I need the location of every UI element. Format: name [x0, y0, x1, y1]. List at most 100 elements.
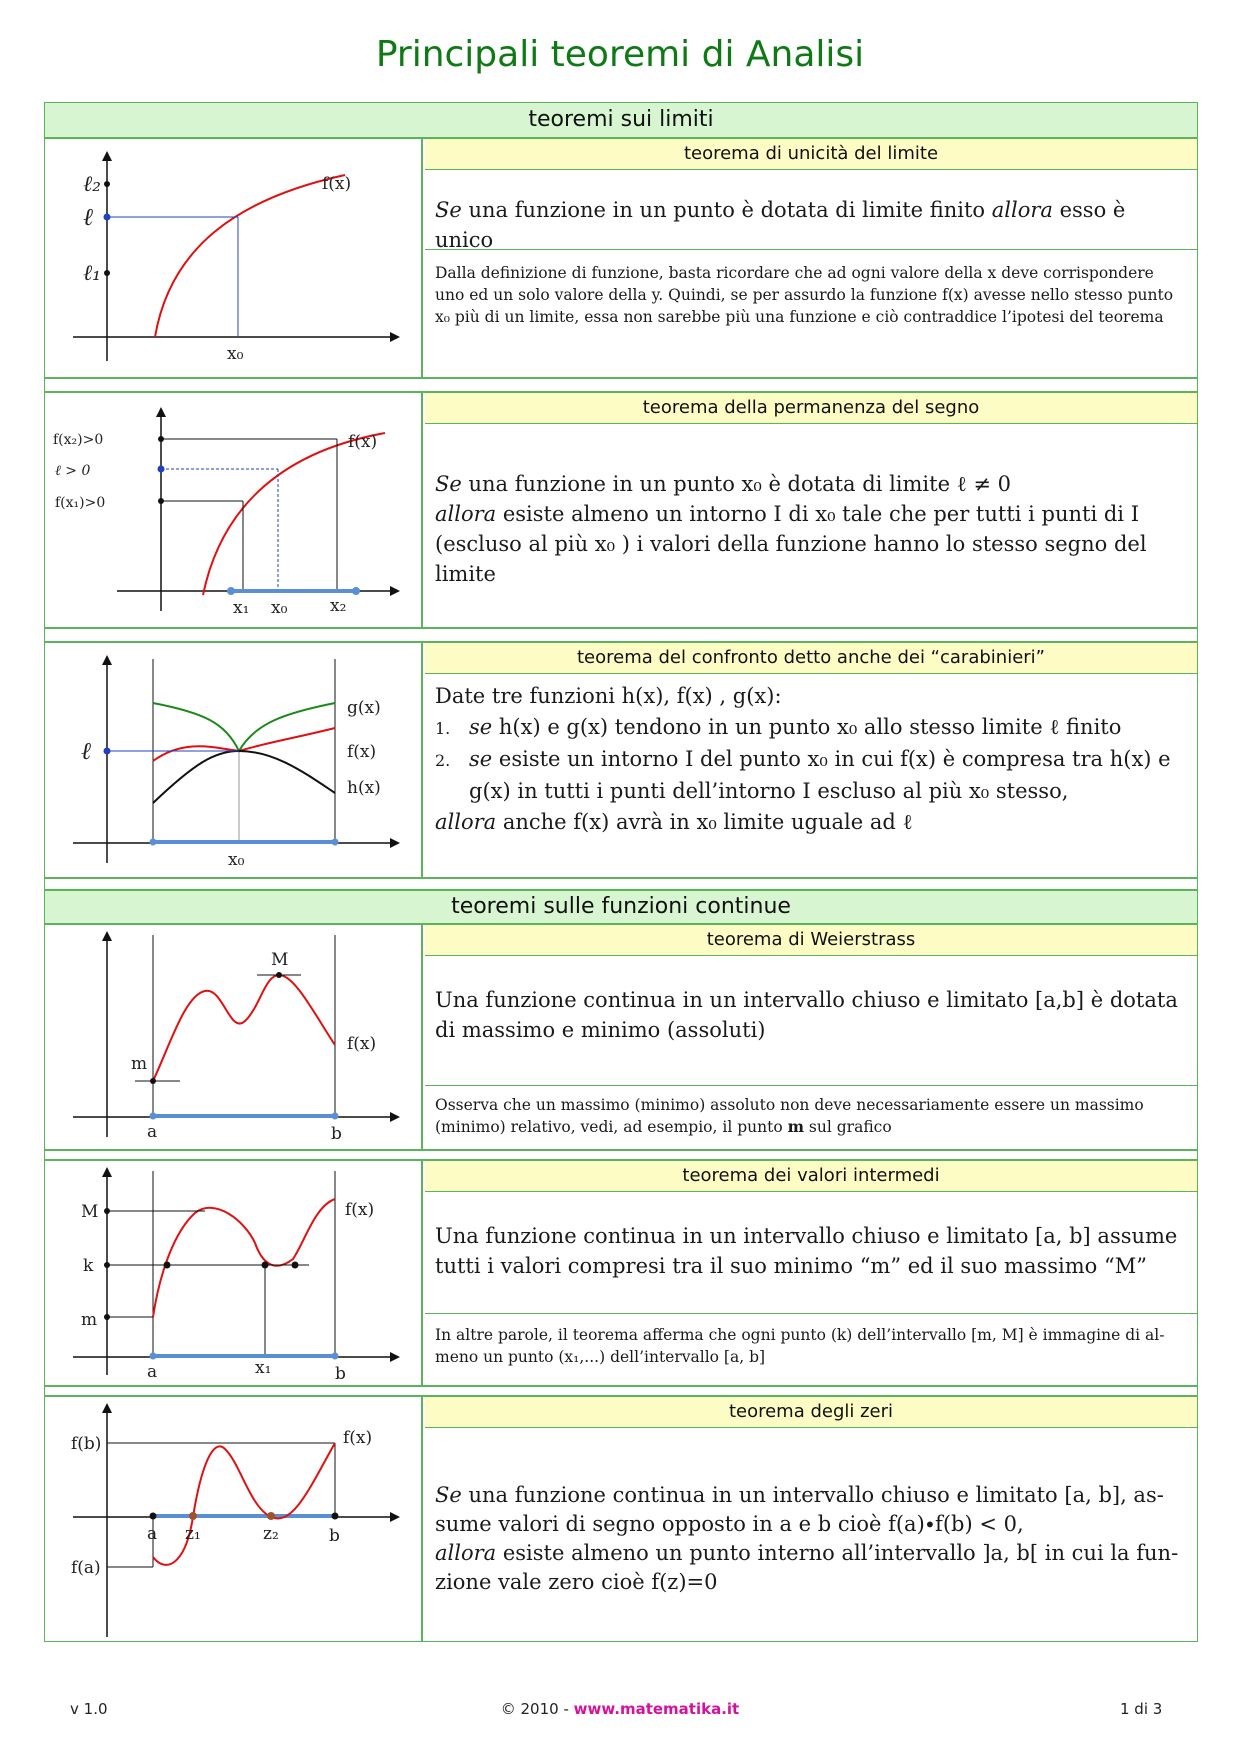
label-fx: f(x) — [348, 432, 377, 452]
stmt-text: una funzione continua in un intervallo c… — [461, 1483, 1164, 1507]
label-a: a — [147, 1524, 157, 1544]
stmt-se: se — [469, 747, 493, 771]
graph-weierstrass-svg: M m f(x) a b — [73, 931, 400, 1144]
theorem-intermedi-note: In altre parole, il teorema afferma che … — [425, 1313, 1197, 1385]
label-a: a — [147, 1362, 157, 1382]
copyright-text: © 2010 - — [500, 1700, 574, 1718]
theorem-zeri: f(b) f(a) f(x) a z₁ z₂ b teorema degli z… — [44, 1396, 1198, 1642]
theorem-permanenza-statement: Se una funzione in un punto x₀ è dotata … — [435, 469, 1189, 589]
stmt-text: sume valori di segno opposto in a e b ci… — [435, 1512, 1024, 1536]
stmt-allora: allora — [991, 198, 1053, 222]
theorem-unicita: ℓ₂ ℓ ℓ₁ f(x) x₀ teorema di unicità del l… — [44, 138, 1198, 378]
label-a: a — [147, 1122, 157, 1142]
note-line: In altre parole, il teorema afferma che … — [435, 1326, 1165, 1344]
section-continuous: teoremi sulle funzioni continue — [44, 890, 1198, 924]
theorem-confronto-title: teorema del confronto detto anche dei “c… — [425, 643, 1197, 674]
note-line: meno un punto (x₁,...) dell’intervallo [… — [435, 1348, 766, 1366]
section-limits: teoremi sui limiti — [44, 102, 1198, 138]
theorem-intermedi-statement: Una funzione continua in un intervallo c… — [435, 1221, 1189, 1281]
label-b: b — [331, 1124, 342, 1144]
graph-zeri-svg: f(b) f(a) f(x) a z₁ z₂ b — [71, 1403, 400, 1637]
label-fa: f(a) — [71, 1558, 101, 1578]
row-separator — [44, 1386, 1198, 1396]
label-fx: f(x) — [322, 174, 351, 194]
label-fx2: f(x₂)>0 — [53, 432, 103, 448]
label-l1: ℓ₁ — [83, 261, 101, 286]
label-m: m — [81, 1310, 97, 1330]
stmt-se: Se — [435, 198, 462, 222]
graph-unicita: ℓ₂ ℓ ℓ₁ f(x) x₀ — [45, 139, 423, 377]
label-fx: f(x) — [347, 1034, 376, 1054]
label-M: M — [271, 950, 288, 970]
label-l: ℓ — [83, 203, 93, 231]
label-fx: f(x) — [345, 1200, 374, 1220]
row-separator — [44, 1150, 1198, 1160]
stmt-allora: allora — [435, 810, 497, 834]
footer-page-number: 1 di 3 — [1120, 1700, 1163, 1718]
label-M: M — [81, 1202, 98, 1222]
stmt-se: Se — [435, 472, 462, 496]
theorem-intermedi: M k m f(x) a x₁ b teorema dei valori int… — [44, 1160, 1198, 1386]
stmt-text-end: esso è unico — [435, 198, 1126, 252]
theorem-confronto-statement: Date tre funzioni h(x), f(x) , g(x): 1. s… — [435, 681, 1189, 838]
note-line: Dalla definizione di funzione, basta ric… — [435, 264, 1154, 282]
graph-confronto-svg: ℓ g(x) f(x) h(x) x₀ — [73, 655, 400, 870]
row-separator — [44, 378, 1198, 392]
theorem-confronto: ℓ g(x) f(x) h(x) x₀ teorema del confront… — [44, 642, 1198, 878]
theorem-zeri-statement: Se una funzione continua in un intervall… — [435, 1481, 1189, 1597]
site-link[interactable]: www.matematika.it — [573, 1700, 740, 1718]
stmt-text: esiste almeno un intorno I di x₀ tale ch… — [496, 502, 1139, 526]
row-separator — [44, 878, 1198, 890]
graph-intermedi-svg: M k m f(x) a x₁ b — [73, 1167, 400, 1384]
theorem-weierstrass: M m f(x) a b teorema di Weierstrass Una … — [44, 924, 1198, 1150]
stmt-text: g(x) in tutti i punti dell’intorno I esc… — [469, 779, 1069, 803]
stmt-text: Una funzione continua in un intervallo c… — [435, 988, 1178, 1012]
theorem-unicita-statement: Se una funzione in un punto è dotata di … — [435, 195, 1189, 255]
note-text: sul grafico — [804, 1118, 892, 1136]
stmt-text: esiste un intorno I del punto x₀ in cui … — [492, 747, 1171, 771]
theorem-zeri-title: teorema degli zeri — [425, 1397, 1197, 1428]
stmt-text: zione vale zero cioè f(z)=0 — [435, 1570, 718, 1594]
label-hx: h(x) — [347, 778, 381, 798]
label-x1: x₁ — [255, 1358, 271, 1378]
stmt-text: di massimo e minimo (assoluti) — [435, 1018, 766, 1042]
note-line: x₀ più di un limite, essa non sarebbe pi… — [435, 308, 1164, 326]
graph-intermedi: M k m f(x) a x₁ b — [45, 1161, 423, 1385]
theorem-weierstrass-note: Osserva che un massimo (minimo) assoluto… — [425, 1085, 1197, 1149]
label-x2: x₂ — [330, 596, 346, 616]
list-number: 2. — [435, 751, 451, 770]
stmt-allora: allora — [435, 1541, 497, 1565]
label-fx: f(x) — [343, 1428, 372, 1448]
theorem-permanenza: f(x₂)>0 ℓ > 0 f(x₁)>0 f(x) x₁ x₀ x₂ teor… — [44, 392, 1198, 628]
section-continuous-title: teoremi sulle funzioni continue — [45, 891, 1197, 923]
label-x0: x₀ — [227, 344, 244, 364]
label-b: b — [329, 1526, 340, 1546]
label-z2: z₂ — [263, 1524, 279, 1544]
graph-zeri: f(b) f(a) f(x) a z₁ z₂ b — [45, 1397, 423, 1641]
theorem-unicita-note: Dalla definizione di funzione, basta ric… — [425, 249, 1197, 377]
stmt-text: anche f(x) avrà in x₀ limite uguale ad ℓ — [496, 810, 913, 834]
label-m: m — [131, 1054, 147, 1074]
label-fx1: f(x₁)>0 — [55, 495, 105, 511]
label-l2: ℓ₂ — [83, 172, 101, 197]
stmt-text: esiste almeno un punto interno all’inter… — [496, 1541, 1179, 1565]
stmt-text: h(x) e g(x) tendono in un punto x₀ allo … — [492, 715, 1122, 739]
stmt-text: (escluso al più x₀ ) i valori della funz… — [435, 532, 1147, 556]
label-k: k — [83, 1256, 94, 1276]
graph-confronto: ℓ g(x) f(x) h(x) x₀ — [45, 643, 423, 877]
page-title: Principali teoremi di Analisi — [375, 34, 865, 75]
theorem-weierstrass-statement: Una funzione continua in un intervallo c… — [435, 985, 1189, 1045]
graph-unicita-svg: ℓ₂ ℓ ℓ₁ f(x) x₀ — [73, 151, 400, 364]
theorem-intermedi-title: teorema dei valori intermedi — [425, 1161, 1197, 1192]
stmt-se: se — [469, 715, 493, 739]
list-number: 1. — [435, 719, 451, 738]
note-text: (minimo) relativo, vedi, ad esempio, il … — [435, 1118, 788, 1136]
footer-copyright: © 2010 - www.matematika.it — [0, 1700, 1240, 1718]
stmt-text: una funzione in un punto è dotata di lim… — [461, 198, 992, 222]
stmt-text: limite — [435, 562, 496, 586]
label-x0: x₀ — [228, 850, 245, 870]
stmt-text: una funzione in un punto x₀ è dotata di … — [461, 472, 1012, 496]
graph-permanenza: f(x₂)>0 ℓ > 0 f(x₁)>0 f(x) x₁ x₀ x₂ — [45, 393, 423, 627]
stmt-se: Se — [435, 1483, 462, 1507]
stmt-intro: Date tre funzioni h(x), f(x) , g(x): — [435, 684, 782, 708]
